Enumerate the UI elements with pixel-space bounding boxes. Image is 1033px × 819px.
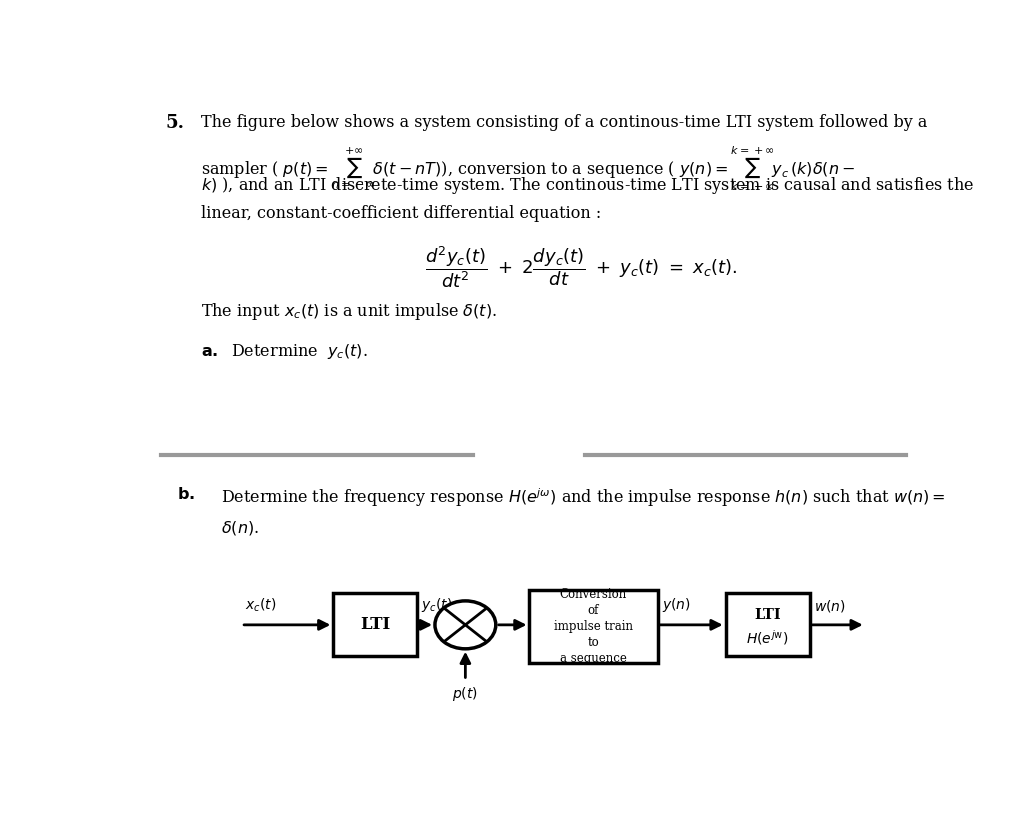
Text: 5.: 5. [165,114,184,132]
Text: $x_c(t)$: $x_c(t)$ [245,596,277,613]
Text: Conversion
of
impulse train
to
a sequence: Conversion of impulse train to a sequenc… [554,588,633,665]
FancyBboxPatch shape [530,590,658,663]
Text: linear, constant-coefficient differential equation :: linear, constant-coefficient differentia… [201,205,601,222]
Text: The input $x_c(t)$ is a unit impulse $\delta(t)$.: The input $x_c(t)$ is a unit impulse $\d… [201,301,497,323]
Text: $\delta(n)$.: $\delta(n)$. [221,519,260,537]
Text: $p(t)$: $p(t)$ [452,686,478,704]
FancyBboxPatch shape [725,593,810,656]
Text: $k)$ ), and an LTI discrete-time system. The continous-time LTI system is causal: $k)$ ), and an LTI discrete-time system.… [201,174,974,196]
Text: $w(n)$: $w(n)$ [814,598,845,613]
Circle shape [435,601,496,649]
Text: LTI: LTI [754,608,781,622]
Text: $H(e^{j\mathrm{w}})$: $H(e^{j\mathrm{w}})$ [747,628,789,647]
Text: $y(n)$: $y(n)$ [661,595,690,613]
Text: $\mathbf{b.}$: $\mathbf{b.}$ [178,486,195,503]
Text: LTI: LTI [361,617,390,633]
Text: The figure below shows a system consisting of a continous-time LTI system follow: The figure below shows a system consisti… [201,114,928,131]
Text: $y_c(t)$: $y_c(t)$ [421,595,452,613]
Text: $\mathbf{a.}$  Determine  $y_c(t)$.: $\mathbf{a.}$ Determine $y_c(t)$. [201,342,368,361]
FancyBboxPatch shape [334,593,417,656]
Text: $\dfrac{d^2y_c(t)}{dt^2}$$\ +\ 2\dfrac{dy_c(t)}{dt}$$\ +\ y_c(t)\ =\ x_c(t).$: $\dfrac{d^2y_c(t)}{dt^2}$$\ +\ 2\dfrac{d… [426,245,738,291]
Text: Determine the frequency response $H(e^{j\omega})$ and the impulse response $h(n): Determine the frequency response $H(e^{j… [221,486,946,509]
Text: sampler ( $p(t) = \sum_{n=-\infty}^{+\infty}\!\delta(t - nT)$), conversion to a : sampler ( $p(t) = \sum_{n=-\infty}^{+\in… [201,144,855,193]
